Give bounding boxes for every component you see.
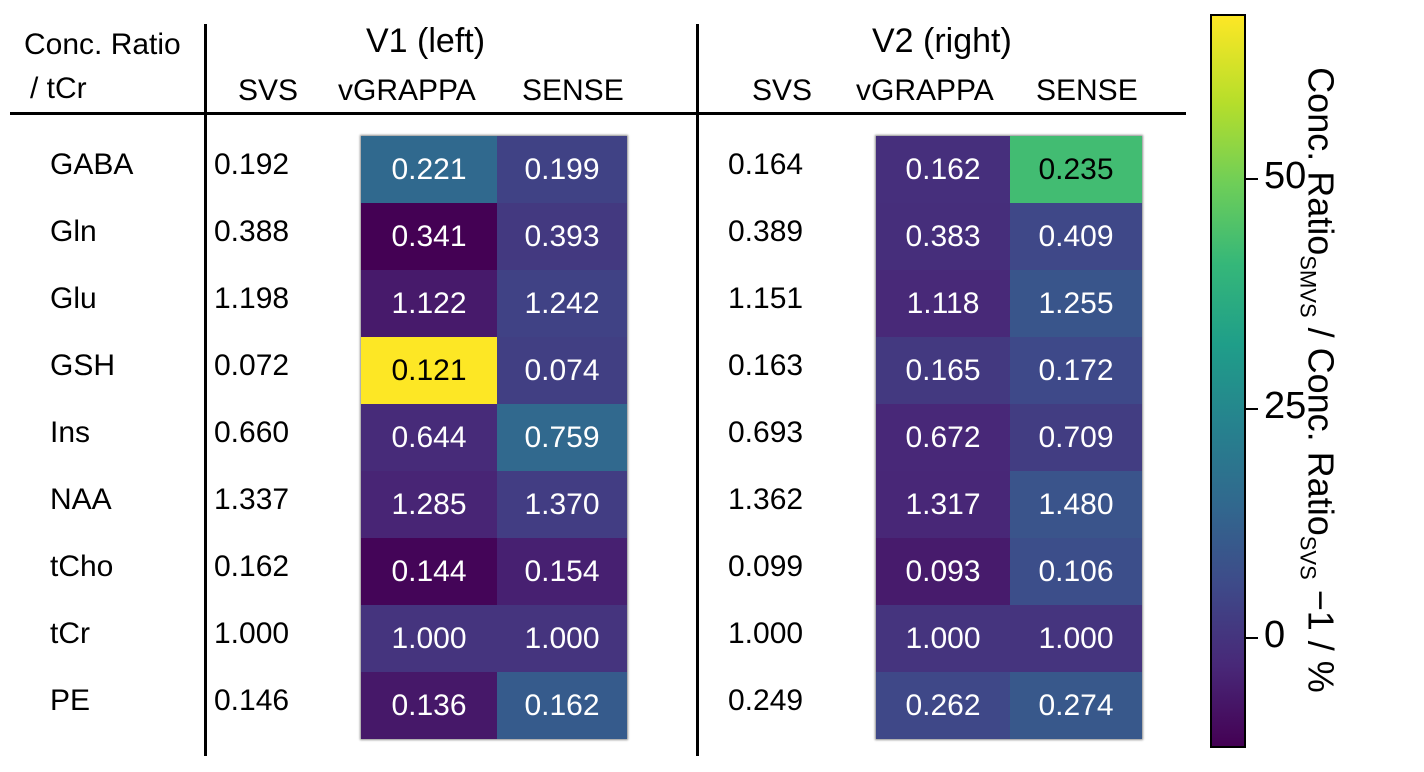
cell-v1-svs-gln: 0.388: [214, 215, 290, 248]
colorbar-label-sub1: SMVS: [1295, 255, 1321, 318]
divider-left: [204, 24, 207, 756]
cell-v2-svs-glu: 1.151: [728, 282, 804, 315]
cell-v1-svs-gaba: 0.192: [214, 148, 290, 181]
colorbar-tick-label-50: 50: [1264, 155, 1307, 198]
row-label-naa: NAA: [50, 483, 112, 516]
heatmap-cell-v2-vgrappa-tcho: 0.093: [876, 538, 1010, 605]
heatmap-cell-v1-sense-tcho: 0.154: [497, 538, 627, 605]
heatmap-cell-v2-sense-tcr: 1.000: [1010, 605, 1142, 672]
heatmap-cell-v1-vgrappa-gsh: 0.121: [361, 337, 497, 404]
row-label-gln: Gln: [50, 215, 97, 248]
heatmap-cell-v1-sense-ins: 0.759: [497, 404, 627, 471]
heatmap-cell-v2-vgrappa-ins: 0.672: [876, 404, 1010, 471]
heatmap-cell-v2-sense-gln: 0.409: [1010, 203, 1142, 270]
heatmap-cell-v1-vgrappa-ins: 0.644: [361, 404, 497, 471]
cell-v2-svs-gsh: 0.163: [728, 349, 804, 382]
cell-v1-svs-gsh: 0.072: [214, 349, 290, 382]
cell-v1-svs-tcho: 0.162: [214, 550, 290, 583]
col-header-v1-sense: SENSE: [522, 74, 624, 107]
header-conc-ratio: Conc. Ratio: [24, 28, 181, 61]
row-label-glu: Glu: [50, 282, 97, 315]
cell-v1-svs-pe: 0.146: [214, 684, 290, 717]
header-per-tcr: / tCr: [30, 72, 87, 105]
group-title-v2: V2 (right): [872, 22, 1012, 60]
row-label-tcho: tCho: [50, 550, 114, 583]
heatmap-cell-v1-vgrappa-gaba: 0.221: [361, 136, 497, 203]
heatmap-cell-v1-vgrappa-tcho: 0.144: [361, 538, 497, 605]
colorbar-tick-25: [1246, 407, 1258, 410]
heatmap-cell-v1-vgrappa-pe: 0.136: [361, 672, 497, 739]
heatmap-cell-v2-vgrappa-gln: 0.383: [876, 203, 1010, 270]
heatmap-cell-v1-sense-tcr: 1.000: [497, 605, 627, 672]
colorbar-tick-label-25: 25: [1264, 384, 1307, 427]
cell-v2-svs-gln: 0.389: [728, 215, 804, 248]
heatmap-cell-v1-sense-pe: 0.162: [497, 672, 627, 739]
cell-v1-svs-glu: 1.198: [214, 282, 290, 315]
colorbar-tick-0: [1246, 636, 1258, 639]
cell-v1-svs-ins: 0.660: [214, 416, 290, 449]
heatmap-cell-v2-sense-pe: 0.274: [1010, 672, 1142, 739]
heatmap-cell-v1-vgrappa-glu: 1.122: [361, 270, 497, 337]
heatmap-cell-v2-sense-gsh: 0.172: [1010, 337, 1142, 404]
col-header-v1-vgrappa: vGRAPPA: [338, 74, 476, 107]
cell-v2-svs-tcho: 0.099: [728, 550, 804, 583]
row-label-pe: PE: [50, 684, 91, 717]
colorbar-label-mid: / Conc. Ratio: [1300, 317, 1342, 536]
heatmap-cell-v1-sense-gln: 0.393: [497, 203, 627, 270]
col-header-v2-vgrappa: vGRAPPA: [856, 74, 994, 107]
heatmap-cell-v2-vgrappa-tcr: 1.000: [876, 605, 1010, 672]
col-header-v2-svs: SVS: [752, 74, 813, 107]
colorbar-tick-label-0: 0: [1264, 613, 1286, 656]
colorbar-label-sub2: SVS: [1295, 535, 1321, 580]
heatmap-cell-v1-sense-gsh: 0.074: [497, 337, 627, 404]
colorbar-label: Conc. RatioSMVS / Conc. RatioSVS −1 / %: [1295, 67, 1342, 693]
cell-v2-svs-tcr: 1.000: [728, 617, 804, 650]
heatmap-cell-v2-vgrappa-gaba: 0.162: [876, 136, 1010, 203]
col-header-v1-svs: SVS: [238, 74, 299, 107]
heatmap-cell-v2-sense-tcho: 0.106: [1010, 538, 1142, 605]
colorbar: [1210, 14, 1246, 748]
heatmap-cell-v2-sense-naa: 1.480: [1010, 471, 1142, 538]
heatmap-cell-v2-vgrappa-pe: 0.262: [876, 672, 1010, 739]
heatmap-cell-v1-sense-naa: 1.370: [497, 471, 627, 538]
header-divider: [10, 112, 1186, 115]
heatmap-cell-v2-sense-ins: 0.709: [1010, 404, 1142, 471]
cell-v2-svs-gaba: 0.164: [728, 148, 804, 181]
heatmap-cell-v1-vgrappa-naa: 1.285: [361, 471, 497, 538]
colorbar-tick-50: [1246, 178, 1258, 181]
heatmap-cell-v1-sense-gaba: 0.199: [497, 136, 627, 203]
heatmap-cell-v2-sense-glu: 1.255: [1010, 270, 1142, 337]
row-label-gaba: GABA: [50, 148, 134, 181]
row-label-tcr: tCr: [50, 617, 90, 650]
row-label-gsh: GSH: [50, 349, 116, 382]
heatmap-cell-v1-sense-glu: 1.242: [497, 270, 627, 337]
cell-v1-svs-naa: 1.337: [214, 483, 290, 516]
col-header-v2-sense: SENSE: [1036, 74, 1138, 107]
cell-v1-svs-tcr: 1.000: [214, 617, 290, 650]
heatmap-cell-v2-vgrappa-gsh: 0.165: [876, 337, 1010, 404]
row-label-ins: Ins: [50, 416, 91, 449]
heatmap-cell-v1-vgrappa-tcr: 1.000: [361, 605, 497, 672]
divider-middle: [696, 24, 699, 756]
cell-v2-svs-pe: 0.249: [728, 684, 804, 717]
heatmap-cell-v2-sense-gaba: 0.235: [1010, 136, 1142, 203]
colorbar-label-main: Conc. Ratio: [1300, 67, 1342, 256]
colorbar-label-end: −1 / %: [1300, 579, 1342, 693]
heatmap-cell-v2-vgrappa-naa: 1.317: [876, 471, 1010, 538]
heatmap-cell-v1-vgrappa-gln: 0.341: [361, 203, 497, 270]
heatmap-cell-v2-vgrappa-glu: 1.118: [876, 270, 1010, 337]
group-title-v1: V1 (left): [366, 22, 486, 60]
cell-v2-svs-ins: 0.693: [728, 416, 804, 449]
cell-v2-svs-naa: 1.362: [728, 483, 804, 516]
